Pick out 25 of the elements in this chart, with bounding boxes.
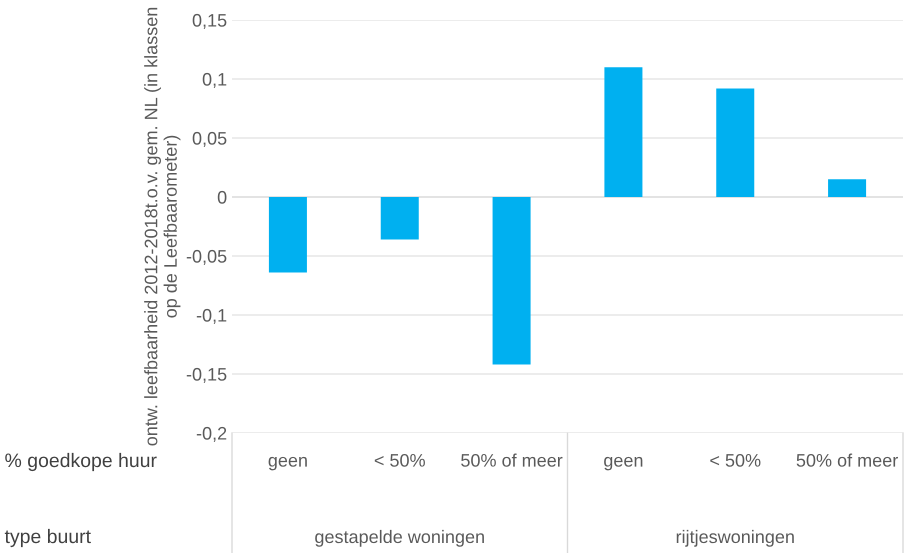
text: gestapelde woningen [315, 530, 484, 547]
text: % goedkope huur [5, 452, 157, 472]
y-tick-label: 0,1 [202, 72, 226, 88]
y-tick-label: 0,05 [192, 132, 226, 147]
x-tick-label: < 50% [374, 454, 425, 467]
x-tick-label: < 50% [710, 454, 760, 467]
text: rijtjeswoningen [676, 530, 794, 547]
bar [604, 67, 642, 197]
text: type buurt [4, 528, 91, 548]
bar [716, 88, 754, 197]
x-tick-label: geen [268, 456, 307, 470]
y-tick-label: -0,2 [196, 426, 226, 442]
y-tick-label: 0 [218, 190, 226, 204]
bar [268, 197, 307, 273]
x-tick-label: 50% of meer [461, 454, 562, 467]
x-tick-label: geen [604, 456, 642, 470]
x-tick-label: 50% of meer [796, 454, 898, 467]
y-tick-label: -0,05 [186, 250, 226, 265]
bar [828, 179, 866, 197]
y-tick-label: 0,15 [192, 14, 226, 29]
bar [492, 197, 531, 365]
y-axis-title: ontw. leefbaarheid 2012-2018t.o.v. gem. NL (in klassen op de Leefbaarometer) [144, 8, 180, 446]
y-tick-label: -0,1 [196, 308, 226, 324]
y-tick-label: -0,15 [186, 368, 226, 383]
bar [380, 197, 419, 240]
